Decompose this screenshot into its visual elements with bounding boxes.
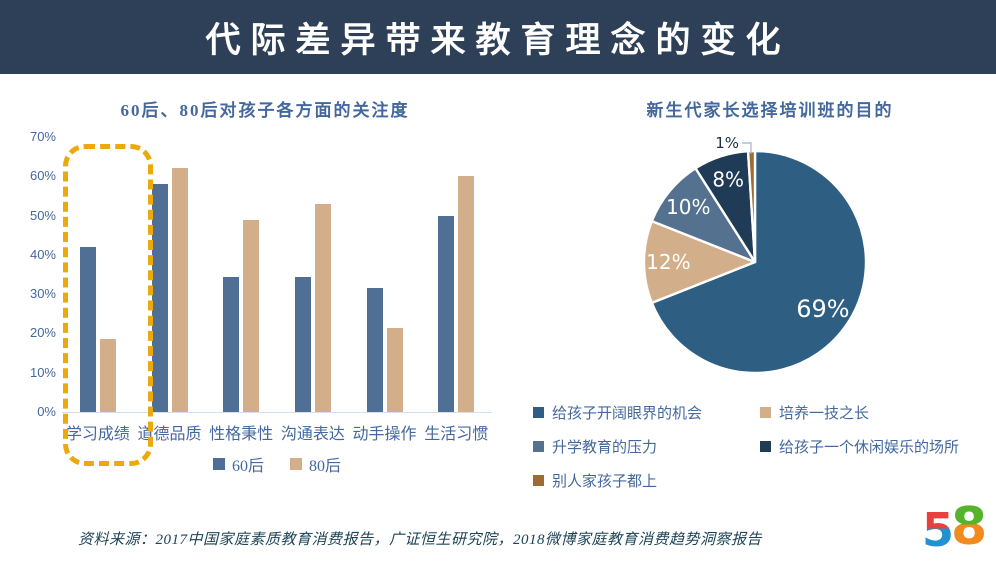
pie-chart-legend: 给孩子开阔眼界的机会 升学教育的压力 别人家孩子都上 培养一技之长 给孩子一个休闲娱乐的… — [533, 402, 959, 491]
legend-label: 别人家孩子都上 — [552, 474, 658, 490]
pie-legend-column-2: 培养一技之长给孩子一个休闲娱乐的场所 — [760, 402, 959, 491]
bar-group-5 — [349, 288, 421, 412]
x-category-label: 性格秉性 — [209, 426, 274, 443]
legend-label: 给孩子一个休闲娱乐的场所 — [779, 440, 960, 456]
title-banner: 代际差异带来教育理念的变化 — [0, 0, 996, 74]
pie-data-label: 8% — [712, 168, 744, 192]
bar-group-3 — [205, 219, 277, 412]
bar-chart-plot — [62, 137, 492, 413]
legend-swatch-icon — [760, 407, 771, 418]
legend-item: 别人家孩子都上 — [533, 470, 760, 491]
y-tick-label: 70% — [29, 129, 56, 144]
x-category-label: 道德品质 — [137, 426, 202, 443]
logo-digit-8: 8 — [951, 497, 988, 557]
bar-80后-动手操作 — [386, 327, 403, 412]
x-category-label: 生活习惯 — [424, 426, 489, 443]
legend-item: 给孩子一个休闲娱乐的场所 — [760, 436, 959, 457]
legend-item: 80后 — [290, 452, 341, 476]
logo-58: 5 8 — [922, 501, 987, 553]
legend-label: 60后 — [231, 458, 264, 475]
legend-label: 升学教育的压力 — [552, 440, 658, 456]
y-tick-label: 40% — [29, 246, 56, 262]
source-note: 资料来源：2017中国家庭素质教育消费报告，广证恒生研究院，2018微博家庭教育… — [78, 532, 763, 548]
pie-data-label-external: 1% — [715, 134, 739, 152]
y-tick-label: 30% — [29, 286, 56, 302]
bar-60后-学习成绩 — [79, 247, 96, 412]
bar-group-6 — [420, 176, 492, 412]
bar-80后-学习成绩 — [99, 339, 116, 412]
y-tick-label: 0% — [37, 404, 56, 419]
y-tick-label: 10% — [29, 364, 56, 380]
pie-data-label: 12% — [646, 250, 690, 274]
legend-item: 给孩子开阔眼界的机会 — [533, 402, 760, 423]
pie-data-label: 69% — [796, 295, 849, 323]
leader-line — [742, 142, 752, 154]
legend-label: 给孩子开阔眼界的机会 — [552, 406, 703, 422]
x-category-label: 学习成绩 — [65, 426, 130, 443]
legend-label: 80后 — [309, 458, 342, 475]
page-title: 代际差异带来教育理念的变化 — [205, 20, 791, 60]
bar-chart-title: 60后、80后对孩子各方面的关注度 — [120, 101, 410, 120]
y-tick-label: 20% — [29, 325, 56, 341]
pie-chart: 69% 12% 10%8% 1% — [642, 134, 868, 375]
bar-group-2 — [134, 168, 206, 412]
highlight-dashed-box — [63, 144, 153, 466]
legend-label: 培养一技之长 — [779, 406, 870, 422]
legend-swatch-icon — [533, 407, 544, 418]
bar-80后-道德品质 — [171, 168, 188, 412]
pie-legend-column-1: 给孩子开阔眼界的机会 升学教育的压力 别人家孩子都上 — [533, 402, 760, 491]
bar-80后-生活习惯 — [458, 176, 475, 412]
pie-slice-12% — [642, 219, 757, 305]
logo-digit-5: 5 — [922, 503, 955, 557]
bar-group-1 — [62, 247, 134, 412]
legend-swatch-icon — [760, 441, 771, 452]
legend-swatch-icon — [290, 458, 302, 470]
bar-chart-x-axis: 学习成绩 道德品质 性格秉性 沟通表达 动手操作 生活习惯 — [62, 420, 492, 444]
y-tick-label: 50% — [29, 207, 56, 223]
bar-group-4 — [277, 203, 349, 412]
pie-data-label: 10% — [666, 195, 710, 219]
legend-swatch-icon — [533, 441, 544, 452]
bar-chart-legend: 60后 80后 — [62, 452, 492, 476]
legend-swatch-icon — [212, 458, 225, 470]
bar-80后-沟通表达 — [314, 203, 331, 412]
legend-item: 培养一技之长 — [760, 402, 959, 423]
x-category-label: 动手操作 — [352, 426, 417, 443]
bar-60后-道德品质 — [151, 184, 168, 412]
legend-swatch-icon — [533, 475, 544, 486]
bar-80后-性格秉性 — [243, 219, 260, 412]
bar-60后-动手操作 — [366, 288, 383, 412]
bar-60后-性格秉性 — [223, 276, 240, 412]
x-category-label: 沟通表达 — [280, 426, 345, 443]
pie-slice-69% — [650, 149, 868, 375]
bar-60后-生活习惯 — [438, 215, 455, 412]
y-tick-label: 60% — [29, 168, 56, 184]
legend-item: 升学教育的压力 — [533, 436, 760, 457]
bar-60后-沟通表达 — [294, 276, 311, 412]
pie-chart-title: 新生代家长选择培训班的目的 — [646, 101, 894, 120]
legend-item: 60后 — [212, 452, 264, 476]
bar-groups — [62, 137, 492, 412]
